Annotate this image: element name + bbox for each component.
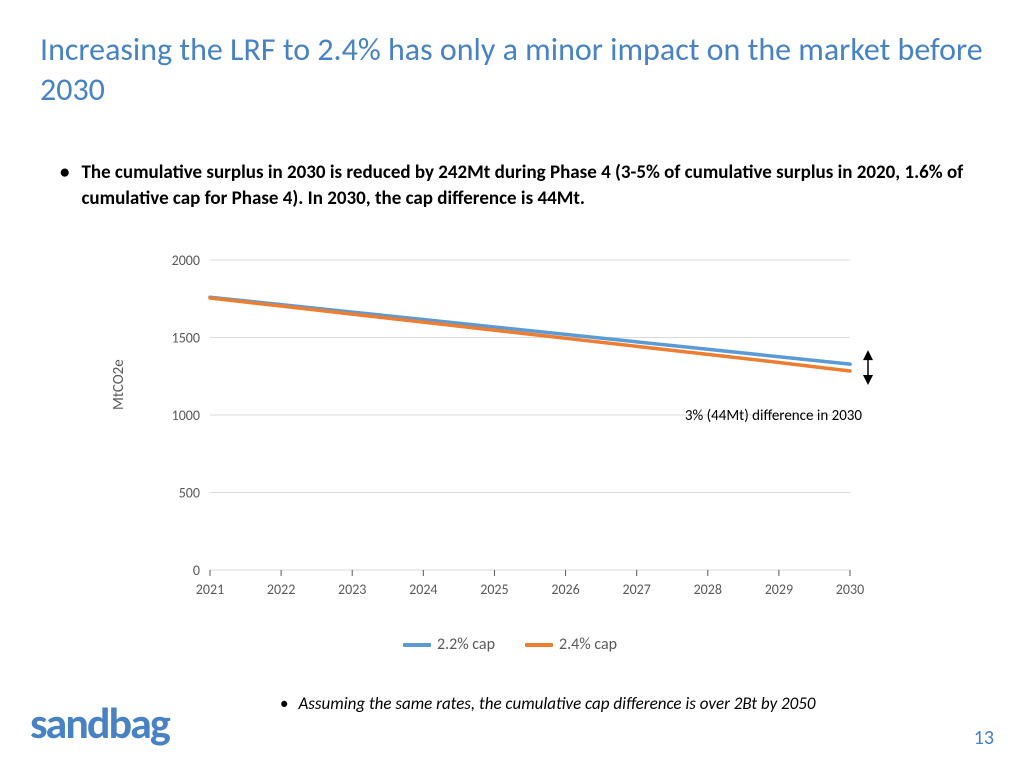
chart-legend: 2.2% cap 2.4% cap xyxy=(300,635,720,654)
y-axis-label: MtCO2e xyxy=(110,359,128,410)
legend-label-1: 2.2% cap xyxy=(437,635,495,654)
bullet-dot: • xyxy=(60,160,69,211)
svg-text:2026: 2026 xyxy=(551,581,579,598)
bullet-top-text: The cumulative surplus in 2030 is reduce… xyxy=(81,160,964,211)
legend-swatch-2 xyxy=(525,643,553,647)
svg-text:2030: 2030 xyxy=(836,581,864,598)
bullet-dot-2: • xyxy=(280,693,288,715)
svg-text:2000: 2000 xyxy=(172,252,200,269)
legend-swatch-1 xyxy=(403,643,431,647)
legend-label-2: 2.4% cap xyxy=(559,635,617,654)
svg-text:3% (44Mt) difference in 2030: 3% (44Mt) difference in 2030 xyxy=(685,407,863,425)
chart-container: MtCO2e 0500100015002000 2021202220232024… xyxy=(120,250,880,640)
svg-text:2022: 2022 xyxy=(267,581,295,598)
svg-text:2023: 2023 xyxy=(338,581,366,598)
svg-text:2025: 2025 xyxy=(480,581,508,598)
bullet-bottom-text: Assuming the same rates, the cumulative … xyxy=(298,693,815,715)
svg-text:2028: 2028 xyxy=(694,581,722,598)
sandbag-logo: sandbag xyxy=(30,696,169,750)
legend-item-1: 2.2% cap xyxy=(403,635,495,654)
legend-item-2: 2.4% cap xyxy=(525,635,617,654)
svg-text:0: 0 xyxy=(193,562,200,579)
page-number: 13 xyxy=(974,726,994,750)
svg-text:1500: 1500 xyxy=(172,330,200,347)
svg-text:2021: 2021 xyxy=(196,581,224,598)
svg-text:500: 500 xyxy=(179,485,200,502)
line-chart: 0 500 1000 1500 2000 2021 2022 2023 2024 2025 202… xyxy=(120,250,880,640)
bullet-bottom: • Assuming the same rates, the cumulativ… xyxy=(280,693,944,715)
svg-text:2027: 2027 xyxy=(622,581,650,598)
svg-text:1000: 1000 xyxy=(172,407,200,424)
svg-text:2024: 2024 xyxy=(409,581,437,598)
page-title: Increasing the LRF to 2.4% has only a mi… xyxy=(40,30,984,110)
svg-text:2029: 2029 xyxy=(765,581,793,598)
bullet-top: • The cumulative surplus in 2030 is redu… xyxy=(60,160,964,211)
